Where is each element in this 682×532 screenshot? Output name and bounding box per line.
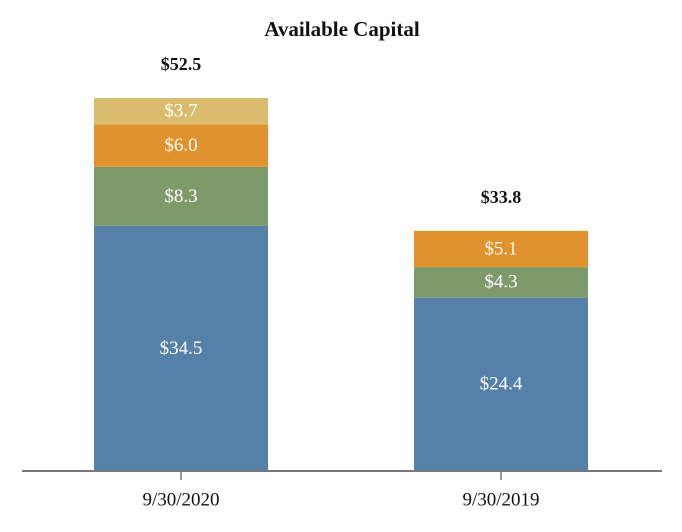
x-tick-label: 9/30/2019 bbox=[462, 489, 539, 510]
bar-segment bbox=[94, 225, 268, 471]
value-label: $34.5 bbox=[160, 338, 203, 359]
value-label: $3.7 bbox=[164, 101, 197, 122]
total-label: $52.5 bbox=[161, 54, 202, 74]
value-label: $5.1 bbox=[484, 238, 517, 259]
chart-title: Available Capital bbox=[264, 17, 420, 41]
bar-segment bbox=[94, 124, 268, 167]
value-label: $24.4 bbox=[480, 374, 523, 395]
value-label: $8.3 bbox=[164, 186, 197, 207]
bar-segment bbox=[414, 297, 588, 471]
value-label: $4.3 bbox=[484, 272, 517, 293]
x-tick-label: 9/30/2020 bbox=[142, 489, 219, 510]
value-label: $6.0 bbox=[164, 135, 197, 156]
bar-segment bbox=[94, 166, 268, 226]
total-label: $33.8 bbox=[481, 187, 522, 207]
bar-segment bbox=[94, 98, 268, 125]
bar-segment bbox=[414, 230, 588, 268]
bar-segment bbox=[414, 267, 588, 298]
